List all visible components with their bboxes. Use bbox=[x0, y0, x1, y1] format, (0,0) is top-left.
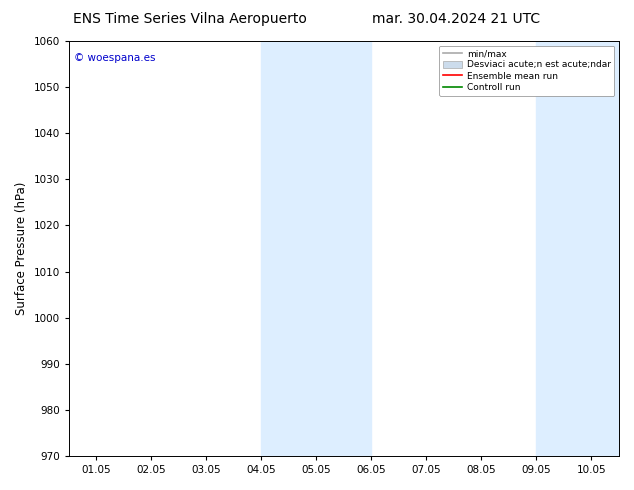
Text: © woespana.es: © woespana.es bbox=[74, 53, 156, 64]
Text: mar. 30.04.2024 21 UTC: mar. 30.04.2024 21 UTC bbox=[372, 12, 541, 26]
Bar bbox=[536, 41, 619, 456]
Bar bbox=[261, 41, 372, 456]
Text: ENS Time Series Vilna Aeropuerto: ENS Time Series Vilna Aeropuerto bbox=[74, 12, 307, 26]
Y-axis label: Surface Pressure (hPa): Surface Pressure (hPa) bbox=[15, 182, 28, 315]
Legend: min/max, Desviaci acute;n est acute;ndar, Ensemble mean run, Controll run: min/max, Desviaci acute;n est acute;ndar… bbox=[439, 46, 614, 96]
